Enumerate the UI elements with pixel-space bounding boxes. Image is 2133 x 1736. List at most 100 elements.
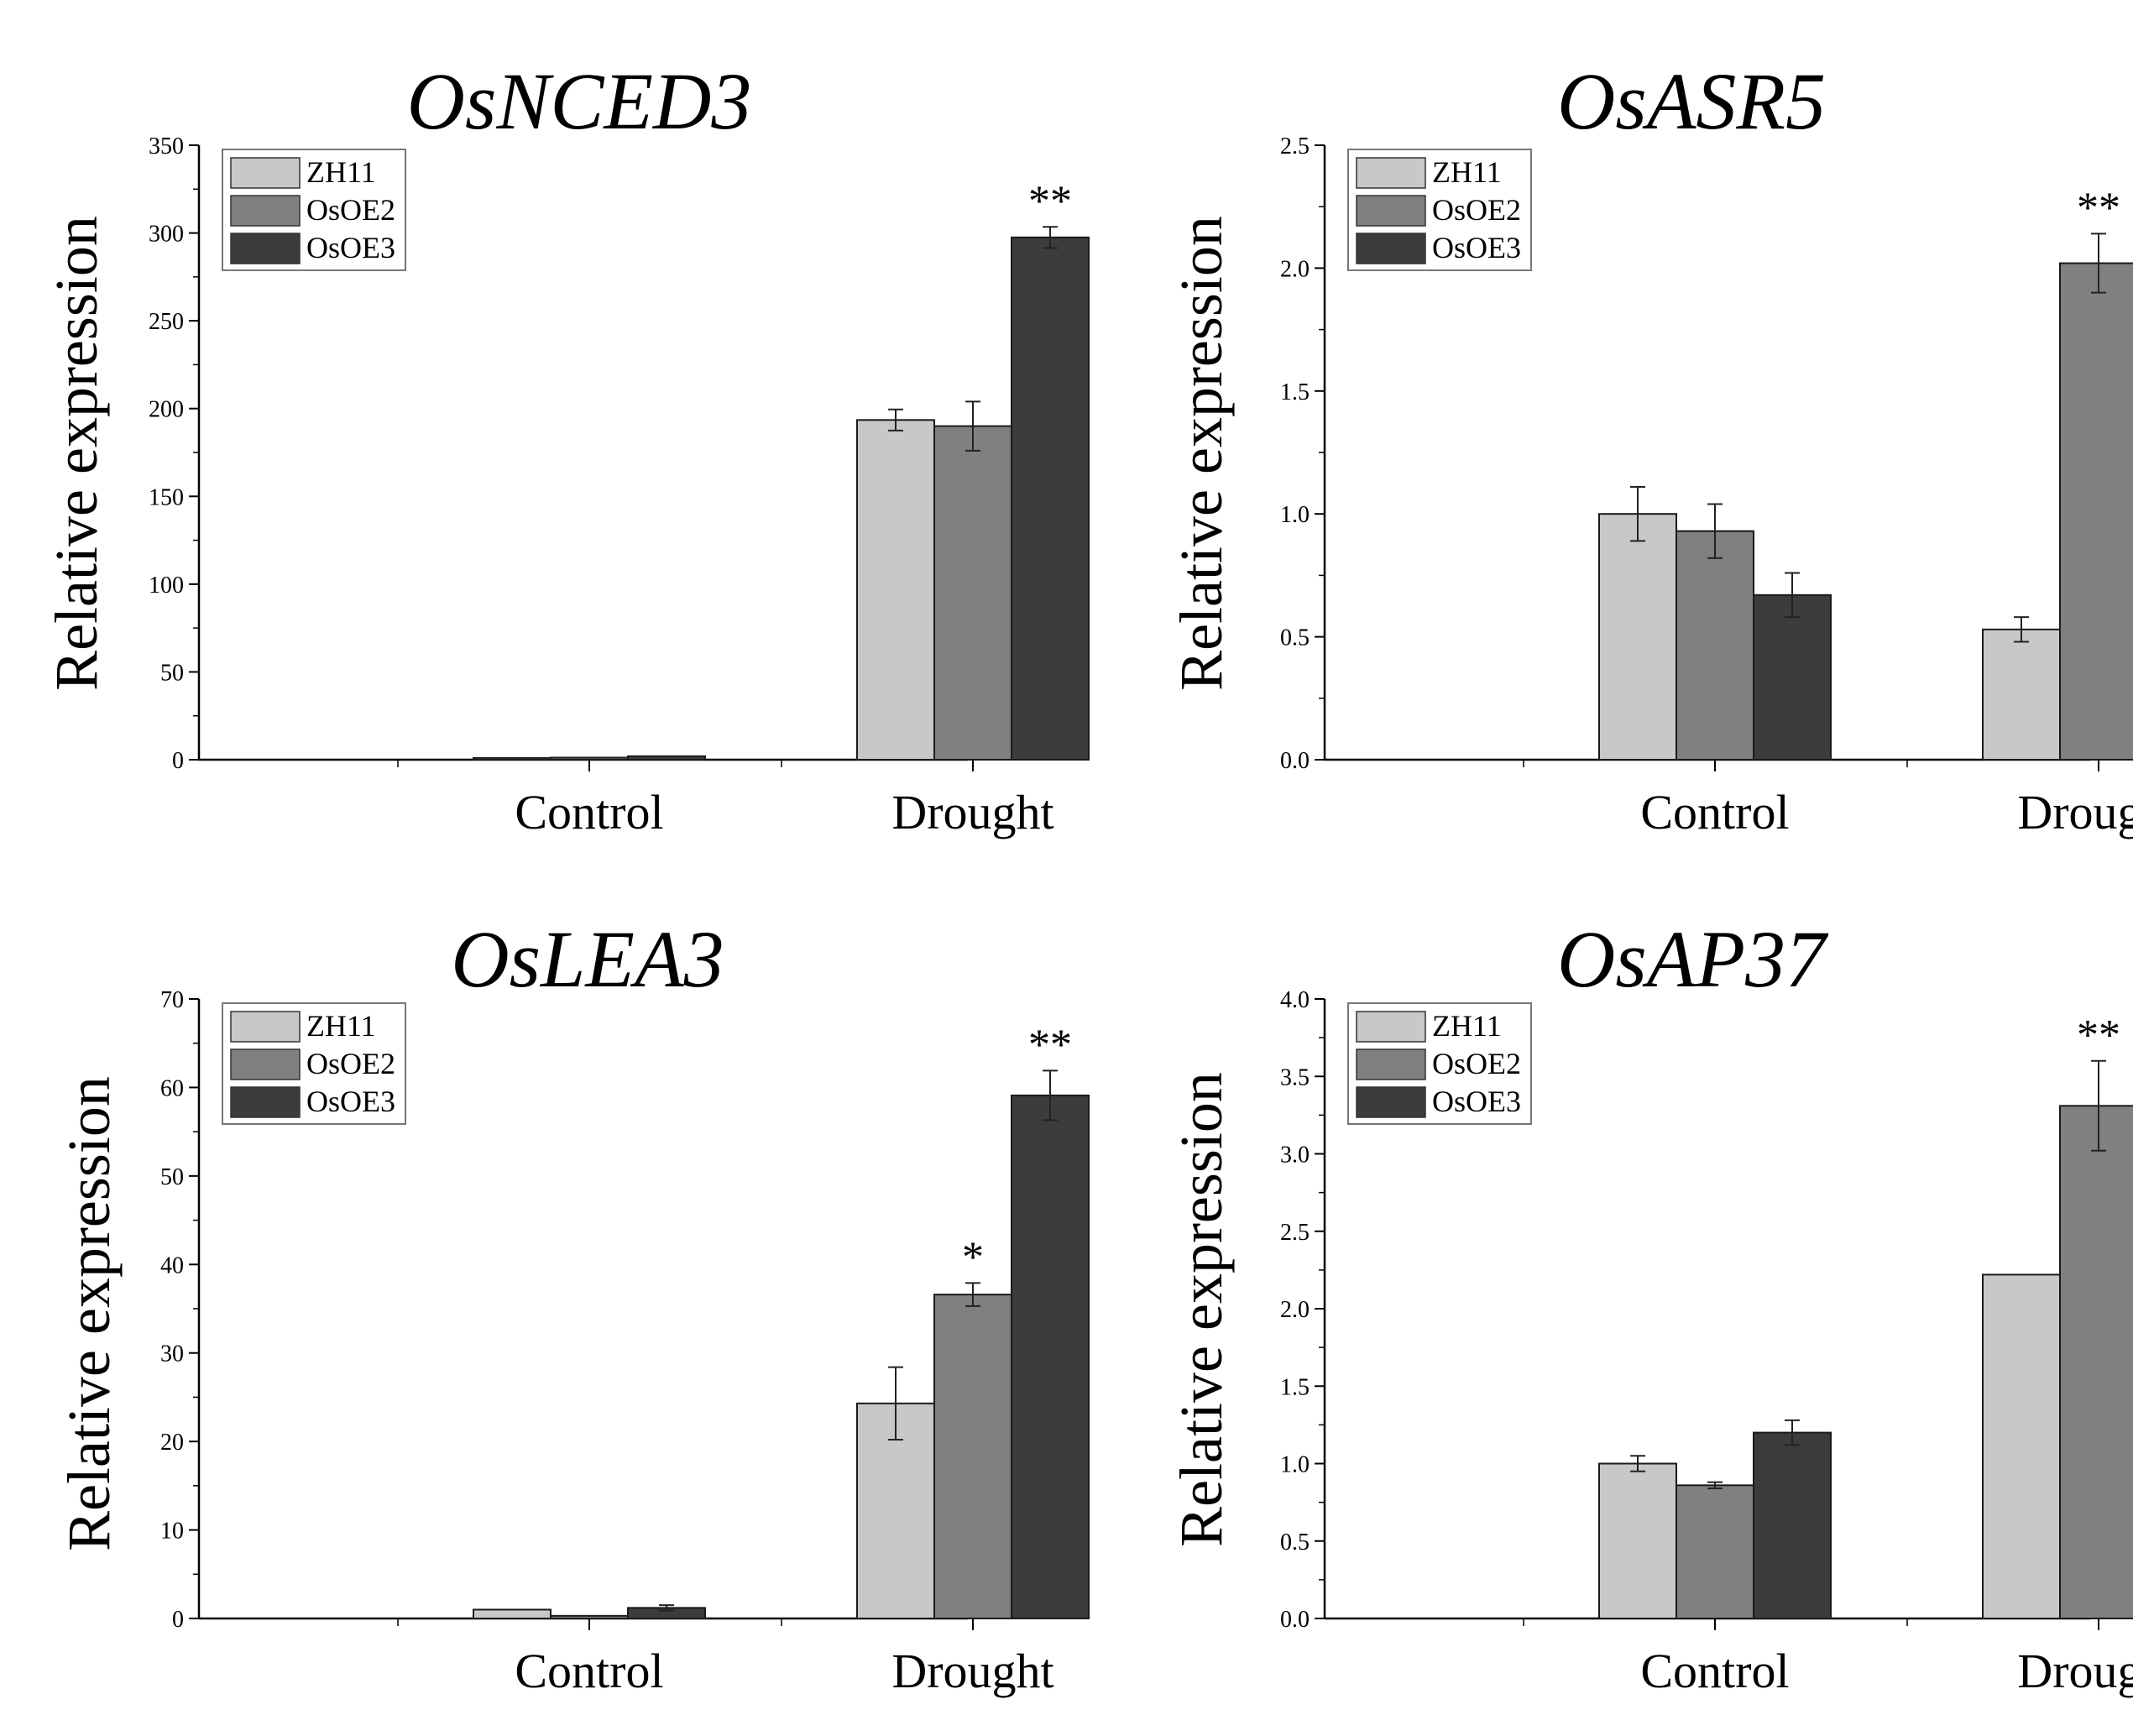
chart-title: OsAP37 <box>1557 914 1829 1004</box>
legend-label: ZH11 <box>306 1009 376 1043</box>
chart-panel-0: OsNCED3 Relative expression 0 50 100 150 200 25… <box>43 56 1090 839</box>
y-tick-label: 60 <box>160 1075 184 1101</box>
significance-label: ** <box>1028 177 1072 225</box>
bar-OsOE3-Control <box>1753 593 1832 761</box>
y-tick-label: 0.0 <box>1280 1607 1310 1633</box>
x-category-label: Control <box>515 785 663 839</box>
chart-panel-1: OsASR5 Relative expression 0.0 0.5 1.0 1.5 2.0… <box>1168 56 2133 839</box>
x-category-label: Drought <box>891 785 1053 839</box>
bar-OsOE2-Control <box>1676 1484 1754 1619</box>
bar-OsOE2-Drought <box>2059 262 2133 761</box>
bar-ZH11-Control <box>1598 513 1677 761</box>
legend-label: OsOE3 <box>1432 1085 1521 1118</box>
legend-swatch <box>230 1011 301 1043</box>
legend-label: ZH11 <box>1432 155 1502 189</box>
significance-label: ** <box>1028 1021 1072 1069</box>
bar-OsOE2-Drought <box>933 425 1012 761</box>
bar-OsOE2-Drought <box>933 1294 1012 1620</box>
legend-swatch <box>1356 157 1426 189</box>
legend-label: OsOE2 <box>1432 193 1521 227</box>
legend-label: OsOE2 <box>306 193 395 227</box>
y-tick-label: 30 <box>160 1341 184 1367</box>
y-tick-label: 300 <box>149 222 184 248</box>
y-tick-label: 3.0 <box>1280 1143 1310 1169</box>
legend-swatch <box>230 195 301 227</box>
bar-OsOE3-Control <box>1753 1431 1832 1619</box>
x-category-label: Drought <box>891 1644 1053 1698</box>
bar-OsOE3-Drought <box>1011 236 1090 761</box>
legend-swatch <box>1356 1048 1426 1080</box>
legend-label: OsOE3 <box>306 231 395 264</box>
y-tick-label: 1.5 <box>1280 379 1310 405</box>
y-tick-label: 3.5 <box>1280 1064 1310 1090</box>
chart-title: OsNCED3 <box>407 56 752 146</box>
bar-ZH11-Control <box>473 756 552 761</box>
y-tick-label: 4.0 <box>1280 987 1310 1013</box>
y-tick-label: 150 <box>149 484 184 510</box>
legend-swatch <box>1356 1011 1426 1043</box>
y-tick-label: 0 <box>172 1607 184 1633</box>
legend-label: ZH11 <box>306 155 376 189</box>
y-tick-label: 2.0 <box>1280 256 1310 282</box>
bar-OsOE2-Control <box>550 756 629 761</box>
bar-OsOE2-Control <box>1676 530 1754 761</box>
bar-ZH11-Drought <box>1982 628 2061 761</box>
x-category-label: Drought <box>2017 785 2133 839</box>
y-tick-label: 70 <box>160 987 184 1013</box>
legend-label: OsOE3 <box>1432 231 1521 264</box>
chart-panel-2: OsLEA3 Relative expression 0 10 20 30 40 50 60 70… <box>55 914 1090 1698</box>
y-tick-label: 0.5 <box>1280 625 1310 651</box>
bar-ZH11-Drought <box>856 419 935 761</box>
y-tick-label: 50 <box>160 1164 184 1190</box>
y-tick-label: 10 <box>160 1519 184 1545</box>
significance-label: * <box>962 1233 984 1281</box>
bar-OsOE3-Drought <box>1011 1094 1090 1619</box>
y-tick-label: 2.0 <box>1280 1297 1310 1323</box>
y-tick-label: 200 <box>149 397 184 423</box>
legend-label: OsOE2 <box>306 1047 395 1080</box>
legend-swatch <box>230 1086 301 1118</box>
legend-swatch <box>1356 1086 1426 1118</box>
y-axis-label: Relative expression <box>1168 1072 1235 1547</box>
y-axis-label: Relative expression <box>1168 216 1235 691</box>
legend-label: OsOE3 <box>306 1085 395 1118</box>
y-tick-label: 1.0 <box>1280 502 1310 528</box>
chart-title: OsASR5 <box>1557 56 1826 146</box>
legend-swatch <box>230 157 301 189</box>
y-tick-label: 0.0 <box>1280 748 1310 774</box>
y-tick-label: 250 <box>149 309 184 335</box>
y-tick-label: 20 <box>160 1430 184 1456</box>
legend-swatch <box>1356 233 1426 264</box>
bar-ZH11-Control <box>473 1608 552 1620</box>
significance-label: ** <box>2077 184 2120 232</box>
legend-swatch <box>230 233 301 264</box>
y-tick-label: 0 <box>172 748 184 774</box>
y-axis-label: Relative expression <box>43 216 110 691</box>
y-tick-label: 0.5 <box>1280 1529 1310 1556</box>
y-tick-label: 40 <box>160 1252 184 1278</box>
chart-panel-3: OsAP37 Relative expression 0.0 0.5 1.0 1.5 2.0… <box>1168 914 2133 1698</box>
bar-OsOE2-Control <box>550 1614 629 1620</box>
y-tick-label: 1.0 <box>1280 1452 1310 1478</box>
y-tick-label: 1.5 <box>1280 1374 1310 1400</box>
x-category-label: Control <box>1640 1644 1789 1698</box>
bar-OsOE2-Drought <box>2059 1105 2133 1620</box>
x-category-label: Control <box>1640 785 1789 839</box>
bar-ZH11-Drought <box>1982 1273 2061 1620</box>
y-axis-label: Relative expression <box>55 1076 123 1551</box>
significance-label: ** <box>2077 1012 2120 1059</box>
legend-label: OsOE2 <box>1432 1047 1521 1080</box>
bar-ZH11-Control <box>1598 1462 1677 1619</box>
legend-label: ZH11 <box>1432 1009 1502 1043</box>
chart-title: OsLEA3 <box>451 914 724 1004</box>
y-tick-label: 2.5 <box>1280 1220 1310 1246</box>
bar-OsOE3-Control <box>627 755 706 761</box>
y-tick-label: 350 <box>149 133 184 159</box>
y-tick-label: 50 <box>160 660 184 686</box>
y-tick-label: 100 <box>149 573 184 599</box>
y-tick-label: 2.5 <box>1280 133 1310 159</box>
legend-swatch <box>230 1048 301 1080</box>
legend-swatch <box>1356 195 1426 227</box>
x-category-label: Drought <box>2017 1644 2133 1698</box>
